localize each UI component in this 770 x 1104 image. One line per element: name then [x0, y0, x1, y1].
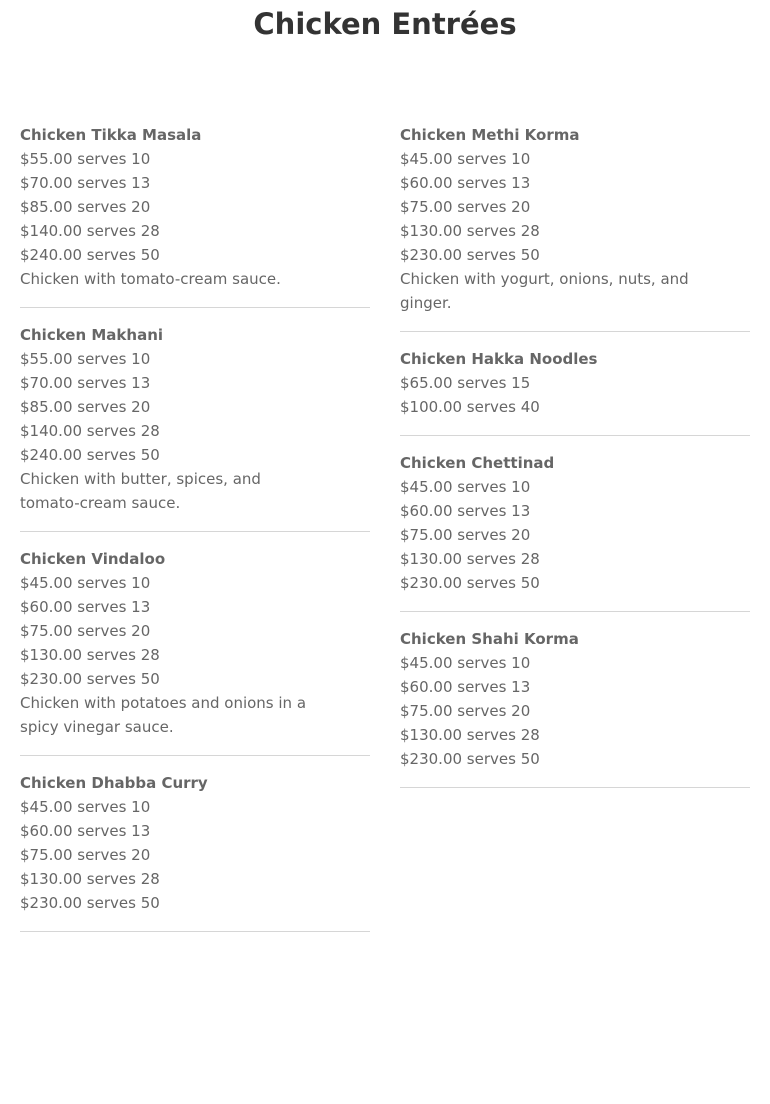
menu-item-name: Chicken Tikka Masala [20, 126, 202, 144]
menu-item: Chicken Methi Korma $45.00 serves 10 $60.0… [400, 108, 750, 332]
menu-item-name: Chicken Dhabba Curry [20, 774, 208, 792]
menu-item-name: Chicken Makhani [20, 326, 164, 344]
menu-item-name: Chicken Hakka Noodles [400, 350, 598, 368]
menu-item-price: $130.00 serves 28 [400, 726, 540, 744]
menu-item-price: $130.00 serves 28 [20, 870, 160, 888]
menu-item-price: $45.00 serves 10 [20, 798, 151, 816]
menu-item-price: $60.00 serves 13 [400, 502, 531, 520]
menu-item-price: $60.00 serves 13 [20, 822, 151, 840]
menu-item-price: $85.00 serves 20 [20, 398, 151, 416]
menu-item-price: $240.00 serves 50 [20, 246, 160, 264]
menu-item-price: $230.00 serves 50 [400, 246, 540, 264]
menu-item-price: $60.00 serves 13 [400, 678, 531, 696]
menu-item-price: $45.00 serves 10 [400, 478, 531, 496]
menu-item-price: $60.00 serves 13 [20, 598, 151, 616]
menu-item-description: Chicken with yogurt, onions, nuts, and g… [400, 270, 689, 312]
menu-item-price: $130.00 serves 28 [400, 222, 540, 240]
menu-item-price: $55.00 serves 10 [20, 350, 151, 368]
menu-item-price: $85.00 serves 20 [20, 198, 151, 216]
menu-item: Chicken Chettinad $45.00 serves 10 $60.00 … [400, 436, 750, 612]
menu-item-price: $45.00 serves 10 [20, 574, 151, 592]
menu-item-description: Chicken with tomato-cream sauce. [20, 270, 281, 288]
menu-item-description: Chicken with potatoes and onions in a sp… [20, 694, 307, 736]
menu-column-right: Chicken Methi Korma $45.00 serves 10 $60.0… [400, 108, 750, 788]
menu-item-price: $70.00 serves 13 [20, 374, 151, 392]
menu-item: Chicken Shahi Korma $45.00 serves 10 $60.0… [400, 612, 750, 788]
menu-item-price: $140.00 serves 28 [20, 222, 160, 240]
menu-item-price: $75.00 serves 20 [20, 846, 151, 864]
menu-item-price: $130.00 serves 28 [20, 646, 160, 664]
menu-item-price: $130.00 serves 28 [400, 550, 540, 568]
menu-item-price: $55.00 serves 10 [20, 150, 151, 168]
menu-item-name: Chicken Methi Korma [400, 126, 580, 144]
menu-item-price: $65.00 serves 15 [400, 374, 531, 392]
menu-item-price: $75.00 serves 20 [400, 198, 531, 216]
menu-item: Chicken Dhabba Curry $45.00 serves 10 $60.… [20, 756, 370, 932]
menu-item-price: $75.00 serves 20 [400, 526, 531, 544]
menu-item-price: $230.00 serves 50 [400, 574, 540, 592]
menu-item-price: $45.00 serves 10 [400, 150, 531, 168]
menu-item-price: $230.00 serves 50 [400, 750, 540, 768]
menu-item-name: Chicken Vindaloo [20, 550, 166, 568]
menu-item: Chicken Hakka Noodles $65.00 serves 15 $10… [400, 332, 750, 436]
menu-item-price: $60.00 serves 13 [400, 174, 531, 192]
menu-item-name: Chicken Shahi Korma [400, 630, 579, 648]
menu-item-price: $75.00 serves 20 [20, 622, 151, 640]
menu-item-name: Chicken Chettinad [400, 454, 555, 472]
menu-item: Chicken Makhani $55.00 serves 10 $70.00 se… [20, 308, 370, 532]
page-title: Chicken Entrées [253, 7, 517, 41]
menu-item: Chicken Tikka Masala $55.00 serves 10 $70.… [20, 108, 370, 308]
menu-item: Chicken Vindaloo $45.00 serves 10 $60.00 s… [20, 532, 370, 756]
menu-column-left: Chicken Tikka Masala $55.00 serves 10 $70.… [20, 108, 370, 932]
menu-item-price: $100.00 serves 40 [400, 398, 540, 416]
menu-item-price: $230.00 serves 50 [20, 894, 160, 912]
menu-item-price: $230.00 serves 50 [20, 670, 160, 688]
menu-item-price: $75.00 serves 20 [400, 702, 531, 720]
menu-item-price: $140.00 serves 28 [20, 422, 160, 440]
menu-item-price: $70.00 serves 13 [20, 174, 151, 192]
menu-item-price: $45.00 serves 10 [400, 654, 531, 672]
menu-item-description: Chicken with butter, spices, and tomato-… [20, 470, 261, 512]
menu-item-price: $240.00 serves 50 [20, 446, 160, 464]
